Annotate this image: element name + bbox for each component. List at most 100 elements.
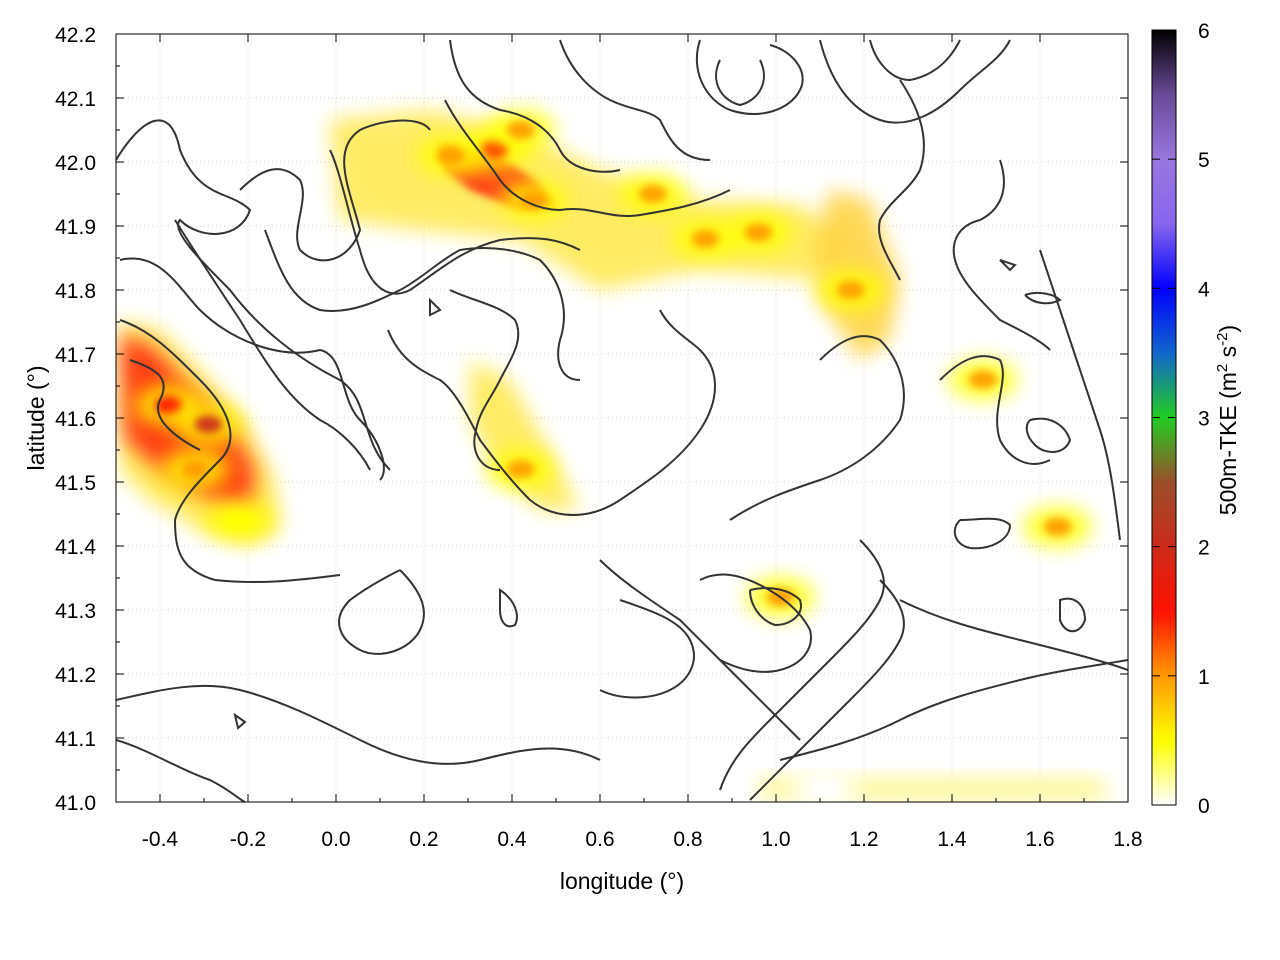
contour-line <box>699 573 812 673</box>
contour-line <box>749 587 802 627</box>
contour-line <box>952 159 1051 351</box>
contour-line <box>869 39 961 82</box>
contour-line <box>695 39 804 115</box>
tke-hotspots <box>134 110 1092 802</box>
y-axis-label: latitude (°) <box>23 365 49 470</box>
y-tick-label: 41.0 <box>55 792 96 815</box>
y-tick-label: 41.9 <box>55 216 96 239</box>
contour-line <box>119 257 385 481</box>
y-tick-label: 41.3 <box>55 600 96 623</box>
contour-line <box>174 219 371 471</box>
contour-line <box>233 712 247 730</box>
colorbar-label-main: 500m-TKE (m <box>1215 372 1241 515</box>
contour-line <box>239 119 431 262</box>
terrain-contours <box>116 39 1128 802</box>
contour-line <box>1059 597 1087 633</box>
colorbar-tick-label: 2 <box>1198 537 1210 560</box>
contour-line <box>715 59 765 107</box>
y-tick-label: 42.1 <box>55 88 96 111</box>
x-tick-label: 1.2 <box>849 828 878 851</box>
tke-hotspot <box>506 121 535 139</box>
contour-line <box>449 289 520 471</box>
contour-line <box>599 599 695 699</box>
contour-line <box>599 559 801 741</box>
tke-hotspot <box>194 415 223 434</box>
x-tick-label: 1.8 <box>1113 828 1142 851</box>
colorbar-label-mid: s <box>1215 346 1241 364</box>
colorbar-ticks: 0 1 2 3 4 5 6 <box>1152 20 1210 818</box>
contour-line <box>338 569 425 655</box>
y-tick-label: 41.5 <box>55 472 96 495</box>
contour-line <box>878 79 925 281</box>
colorbar-label-sup1: 2 <box>1214 364 1231 372</box>
tke-hotspot <box>638 185 667 203</box>
tke-hotspot <box>506 460 535 479</box>
y-tick-label: 42.0 <box>55 152 96 175</box>
contour-line <box>387 309 716 516</box>
colorbar-tick-label: 6 <box>1198 20 1210 43</box>
tke-hotspot <box>436 146 465 165</box>
colorbar-tick-label: 0 <box>1198 795 1210 818</box>
y-tick-label: 41.7 <box>55 344 96 367</box>
tke-hotspot <box>181 460 210 479</box>
colorbar-tick-label: 3 <box>1198 408 1210 431</box>
x-tick-label: 0.8 <box>673 828 702 851</box>
y-tick-label: 41.4 <box>55 536 96 559</box>
contour-line <box>953 517 1012 550</box>
tke-hotspot <box>836 281 865 299</box>
x-tick-label: 1.4 <box>937 828 967 851</box>
y-tick-label: 42.2 <box>55 24 96 47</box>
colorbar-label-end: ) <box>1215 325 1241 333</box>
contour-line <box>999 259 1017 272</box>
y-tick-label: 41.6 <box>55 408 96 431</box>
colorbar-tick-label: 4 <box>1198 278 1210 301</box>
tke-hotspot <box>520 191 548 210</box>
y-tick-label: 41.8 <box>55 280 96 303</box>
y-axis-ticks: 41.0 41.1 41.2 41.3 41.4 41.5 41.6 41.7 41.8 41.9… <box>55 24 1128 815</box>
contour-line <box>119 319 341 584</box>
tke-hotspot <box>154 396 183 415</box>
contour-line <box>329 149 581 295</box>
tke-hotspot <box>744 223 773 242</box>
contour-line <box>819 39 1011 124</box>
x-tick-label: 0.6 <box>585 828 614 851</box>
tke-hotspot <box>1043 517 1072 536</box>
colorbar-tick-label: 1 <box>1198 666 1210 689</box>
contour-line <box>429 297 442 317</box>
x-tick-label: 1.0 <box>761 828 790 851</box>
contour-line <box>939 355 1051 465</box>
tke-hotspot <box>691 229 720 248</box>
x-axis-label: longitude (°) <box>560 868 684 894</box>
tke-hotspot <box>225 511 254 530</box>
contour-line <box>499 588 518 628</box>
colorbar-tick-label: 5 <box>1198 149 1210 172</box>
colorbar-label-sup2: -2 <box>1214 332 1231 345</box>
y-tick-label: 41.2 <box>55 664 96 687</box>
x-tick-label: 0.0 <box>321 828 350 851</box>
contour-line <box>559 39 711 161</box>
contour-line <box>779 659 1128 761</box>
contour-line <box>729 335 905 521</box>
contour-line <box>449 39 621 173</box>
contour-line <box>264 229 581 381</box>
x-axis-ticks: -0.4 -0.2 0.0 0.2 0.4 0.6 0.8 1.0 1.2 1.4 1.6 1.8 <box>115 34 1143 851</box>
contour-line <box>116 684 601 765</box>
contour-line <box>749 579 905 801</box>
contour-line <box>444 99 731 217</box>
x-tick-label: 0.4 <box>497 828 527 851</box>
contour-line <box>116 119 391 471</box>
tke-hotspot <box>968 370 997 389</box>
x-tick-label: 0.2 <box>409 828 438 851</box>
x-tick-label: -0.2 <box>230 828 266 851</box>
x-tick-label: 1.6 <box>1025 828 1054 851</box>
contour-line <box>899 599 1128 671</box>
tke-hotspot <box>810 780 839 799</box>
contour-line <box>129 359 201 451</box>
contour-line <box>1025 417 1072 453</box>
y-tick-label: 41.1 <box>55 728 96 751</box>
contour-line <box>1024 291 1062 305</box>
x-tick-label: -0.4 <box>142 828 179 851</box>
contour-line <box>116 739 246 802</box>
colorbar-label: 500m-TKE (m2 s-2) <box>1214 325 1241 515</box>
